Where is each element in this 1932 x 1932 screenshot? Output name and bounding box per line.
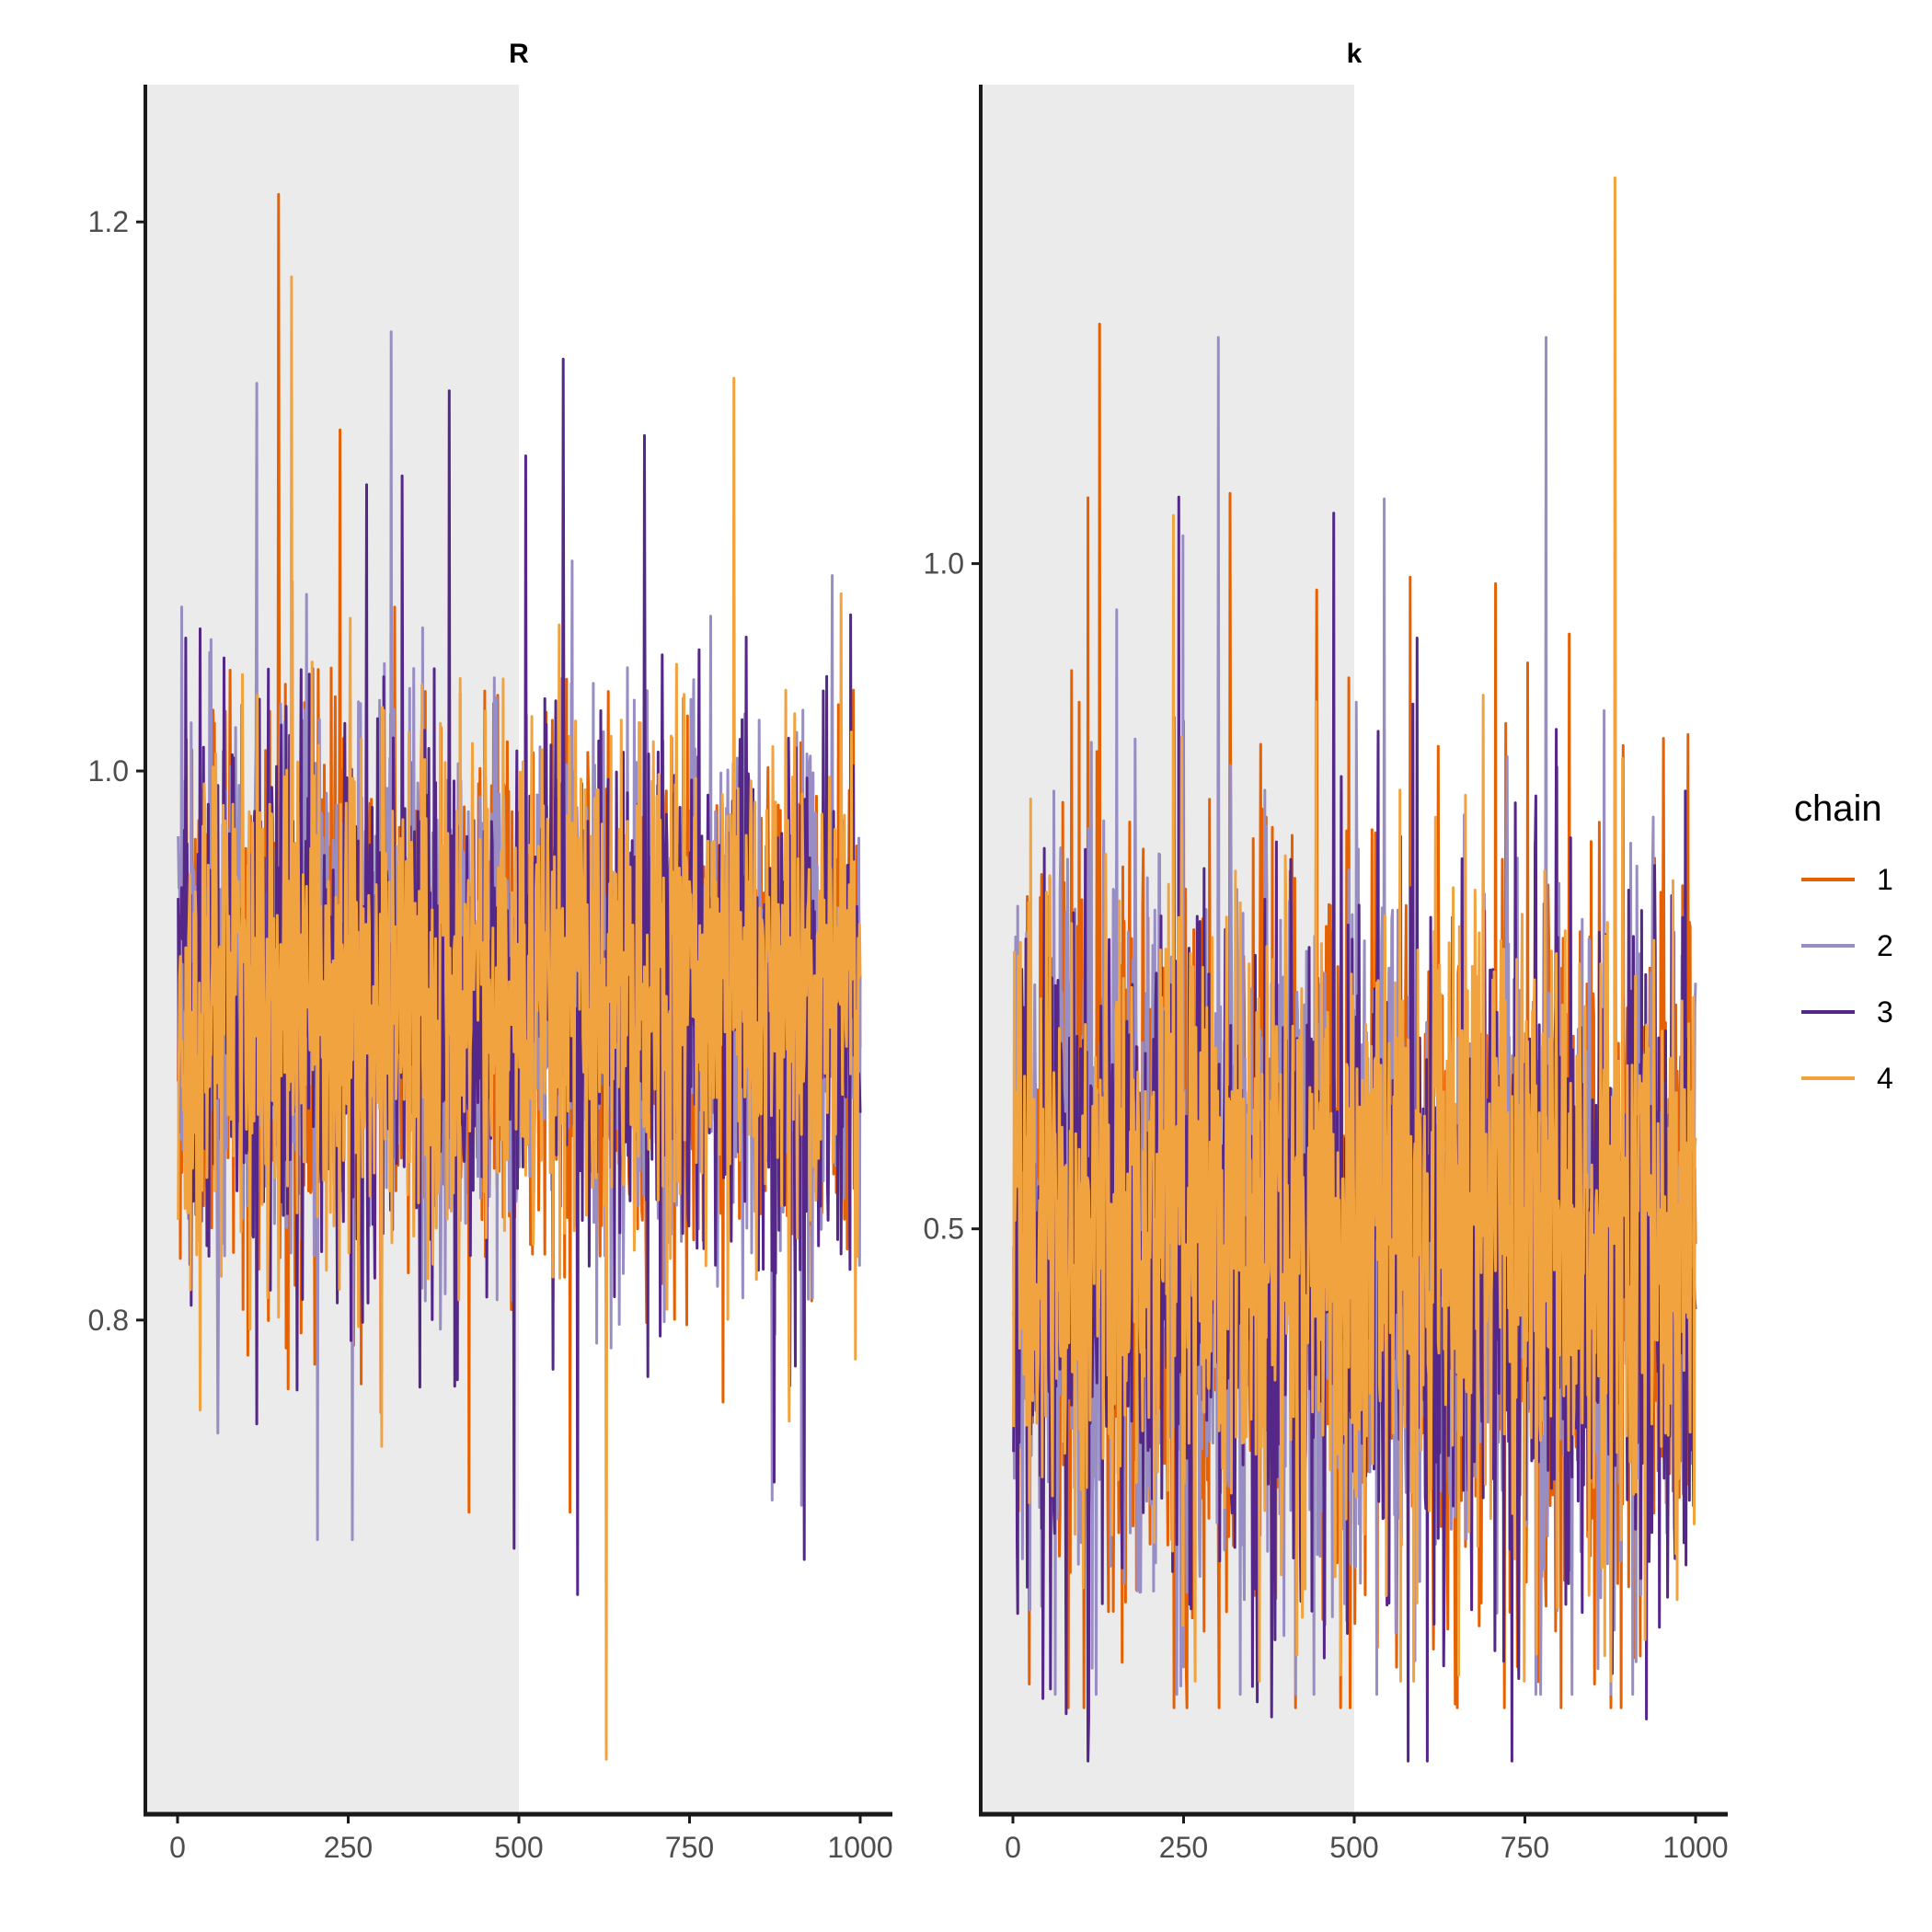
x-tick-label: 750 xyxy=(665,1831,714,1864)
series-layer xyxy=(1012,176,1697,1763)
y-tick-label: 1.0 xyxy=(924,547,964,581)
panel-title: R xyxy=(509,39,529,69)
y-tick-label: 1.0 xyxy=(88,754,129,788)
series-layer xyxy=(177,192,862,1761)
x-tick-label: 250 xyxy=(324,1831,373,1864)
x-ticks: 0 250 500 750 1000 xyxy=(1005,1814,1729,1864)
y-ticks: 0.8 1.0 1.2 xyxy=(88,205,145,1337)
legend-title: chain xyxy=(1794,788,1882,829)
y-tick-label: 0.5 xyxy=(924,1213,964,1246)
x-tick-label: 1000 xyxy=(1662,1831,1728,1864)
x-tick-label: 750 xyxy=(1501,1831,1549,1864)
x-tick-label: 1000 xyxy=(827,1831,892,1864)
legend-label: 3 xyxy=(1877,995,1893,1029)
x-tick-label: 500 xyxy=(1329,1831,1378,1864)
x-tick-label: 0 xyxy=(169,1831,186,1864)
panel-title: k xyxy=(1347,39,1363,69)
y-ticks: 0.5 1.0 xyxy=(924,547,981,1246)
legend-label: 4 xyxy=(1877,1062,1893,1095)
x-tick-label: 250 xyxy=(1159,1831,1208,1864)
panel-r: 0.8 1.0 1.2 0 250 500 750 1000 R xyxy=(88,39,893,1864)
legend: chain 1 2 3 4 xyxy=(1794,788,1893,1095)
legend-label: 1 xyxy=(1877,863,1893,896)
legend-items: 1 2 3 4 xyxy=(1801,863,1893,1095)
panel-k: 0.5 1.0 0 250 500 750 1000 k xyxy=(924,39,1729,1864)
y-tick-label: 1.2 xyxy=(88,205,129,238)
x-tick-label: 0 xyxy=(1005,1831,1021,1864)
series-line-chain-4 xyxy=(177,275,862,1761)
series-line-chain-4 xyxy=(1012,176,1697,1683)
legend-label: 2 xyxy=(1877,929,1893,962)
y-tick-label: 0.8 xyxy=(88,1304,129,1337)
x-tick-label: 500 xyxy=(494,1831,543,1864)
x-ticks: 0 250 500 750 1000 xyxy=(169,1814,893,1864)
